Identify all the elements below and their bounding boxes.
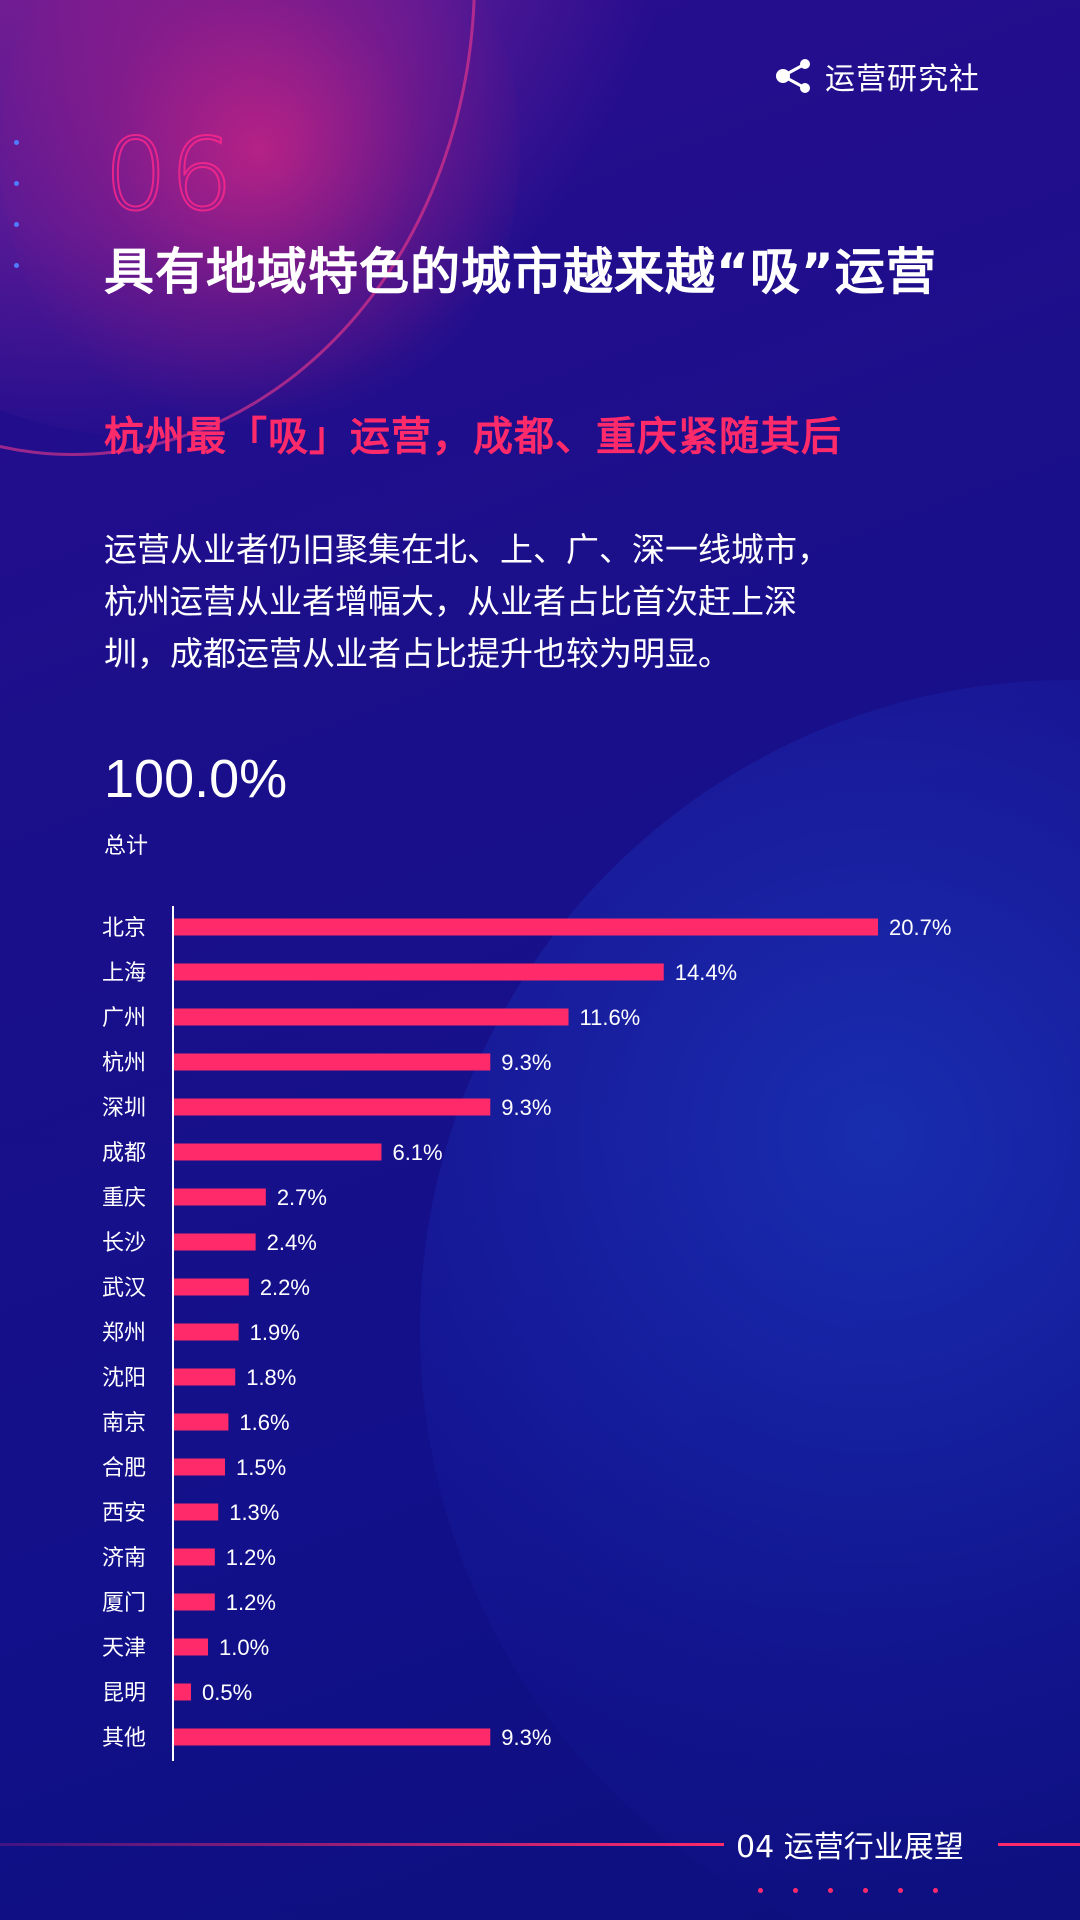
category-label: 天津	[102, 1636, 146, 1661]
share-network-icon	[776, 59, 810, 93]
category-label: 沈阳	[102, 1366, 146, 1391]
category-label: 武汉	[102, 1276, 146, 1301]
value-label: 1.8%	[246, 1365, 296, 1390]
description-line: 运营从业者仍旧聚集在北、上、广、深一线城市，	[104, 530, 830, 569]
value-label: 9.3%	[501, 1095, 551, 1120]
value-label: 14.4%	[675, 960, 737, 985]
value-label: 1.6%	[239, 1410, 289, 1435]
value-label: 1.5%	[236, 1455, 286, 1480]
total-label: 总计	[104, 834, 149, 859]
value-label: 2.7%	[277, 1185, 327, 1210]
value-label: 1.2%	[226, 1545, 276, 1570]
category-label: 济南	[102, 1546, 146, 1571]
category-label: 广州	[102, 1006, 146, 1031]
footer-dots	[758, 1888, 938, 1893]
category-label: 成都	[102, 1141, 146, 1166]
category-label: 郑州	[102, 1321, 146, 1346]
bar	[174, 1638, 209, 1656]
brand-name: 运营研究社	[825, 62, 980, 97]
page-subtitle: 杭州最「吸」运营，成都、重庆紧随其后	[104, 414, 842, 460]
category-label: 其他	[102, 1726, 146, 1751]
bar	[174, 1368, 236, 1386]
bar	[174, 1728, 491, 1746]
decorative-dots	[14, 140, 19, 304]
category-label: 深圳	[102, 1096, 146, 1121]
footer-divider-right	[998, 1843, 1080, 1846]
bar	[174, 1188, 266, 1206]
bar	[174, 1008, 569, 1026]
bar	[174, 1548, 215, 1566]
category-label: 合肥	[102, 1456, 146, 1481]
category-label: 南京	[102, 1411, 146, 1436]
footer-section-label: 04 运营行业展望	[736, 1830, 964, 1865]
footer-divider-left	[0, 1843, 724, 1846]
section-number: 06	[103, 116, 236, 233]
bar	[174, 963, 664, 981]
category-label: 长沙	[102, 1231, 146, 1256]
category-label: 杭州	[102, 1051, 146, 1076]
category-label: 昆明	[102, 1681, 146, 1706]
value-label: 2.2%	[260, 1275, 310, 1300]
value-label: 2.4%	[267, 1230, 317, 1255]
total-value: 100.0%	[104, 749, 288, 809]
bar	[174, 1683, 192, 1701]
value-label: 1.3%	[229, 1500, 279, 1525]
bar	[174, 1098, 491, 1116]
value-label: 9.3%	[501, 1725, 551, 1750]
bar	[174, 918, 878, 936]
value-label: 1.0%	[219, 1635, 269, 1660]
category-label: 北京	[102, 916, 146, 941]
value-label: 6.1%	[392, 1140, 442, 1165]
bar	[174, 1143, 382, 1161]
description-line: 杭州运营从业者增幅大，从业者占比首次赶上深	[104, 582, 797, 621]
value-label: 20.7%	[889, 915, 951, 940]
value-label: 0.5%	[202, 1680, 252, 1705]
description-line: 圳，成都运营从业者占比提升也较为明显。	[104, 634, 731, 673]
bar	[174, 1413, 229, 1431]
value-label: 1.9%	[250, 1320, 300, 1345]
bar	[174, 1278, 249, 1296]
bar	[174, 1503, 219, 1521]
category-label: 重庆	[102, 1186, 146, 1211]
value-label: 9.3%	[501, 1050, 551, 1075]
bar	[174, 1323, 239, 1341]
city-distribution-bar-chart: 北京 20.7% 上海 14.4% 广州 11.6% 杭州 9.3% 深圳 9.3% 成都 6.1% 重…	[102, 906, 951, 1761]
category-label: 西安	[102, 1501, 146, 1526]
description-paragraph: 运营从业者仍旧聚集在北、上、广、深一线城市， 杭州运营从业者增幅大，从业者占比首…	[104, 524, 1004, 680]
brand-logo: 运营研究社	[773, 54, 980, 98]
bar	[174, 1233, 256, 1251]
bar	[174, 1053, 491, 1071]
bar	[174, 1593, 215, 1611]
category-label: 厦门	[102, 1591, 146, 1616]
value-label: 1.2%	[226, 1590, 276, 1615]
page-title: 具有地域特色的城市越来越“吸”运营	[104, 243, 937, 301]
bar	[174, 1458, 226, 1476]
value-label: 11.6%	[580, 1005, 641, 1030]
category-label: 上海	[102, 961, 146, 986]
